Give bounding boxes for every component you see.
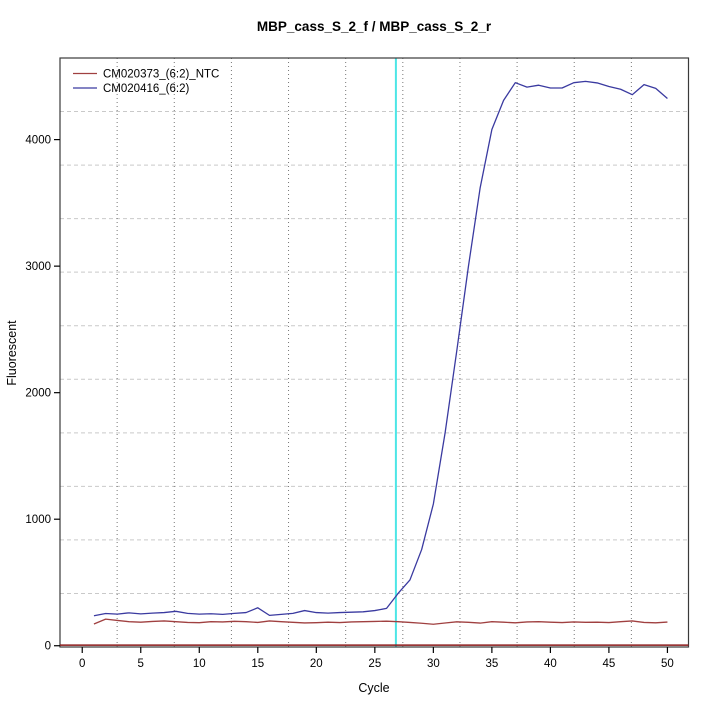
data-series <box>93 80 668 625</box>
chart-title: MBP_cass_S_2_f / MBP_cass_S_2_r <box>257 19 492 34</box>
y-tick-label: 0 <box>45 641 51 653</box>
y-tick-label: 1000 <box>25 514 51 526</box>
y-tick-label: 4000 <box>25 135 51 147</box>
legend-entry-label: CM020416_(6:2) <box>103 83 189 95</box>
x-tick-label: 45 <box>603 658 616 670</box>
x-tick-label: 5 <box>138 658 144 670</box>
x-tick-label: 30 <box>427 658 440 670</box>
y-tick-label: 2000 <box>25 388 51 400</box>
y-tick-label: 3000 <box>25 261 51 273</box>
series-line-1 <box>93 80 668 617</box>
legend: CM020373_(6:2)_NTC CM020416_(6:2) <box>73 69 219 95</box>
gridlines <box>60 58 689 647</box>
x-tick-label: 50 <box>661 658 674 670</box>
y-axis-label: Fluorescent <box>5 320 19 386</box>
axes: 0 5 10 15 20 25 30 35 40 45 50 0 1000 2000 3000 4000 <box>25 57 690 670</box>
x-tick-label: 20 <box>310 658 323 670</box>
series-line-0 <box>93 618 668 625</box>
x-tick-label: 35 <box>485 658 498 670</box>
x-tick-label: 40 <box>544 658 557 670</box>
x-tick-label: 15 <box>251 658 264 670</box>
x-axis-label: Cycle <box>358 681 389 695</box>
x-tick-label: 10 <box>193 658 206 670</box>
x-tick-label: 25 <box>368 658 381 670</box>
plot-border <box>59 57 690 648</box>
x-tick-label: 0 <box>79 658 85 670</box>
legend-entry-label: CM020373_(6:2)_NTC <box>103 69 219 81</box>
